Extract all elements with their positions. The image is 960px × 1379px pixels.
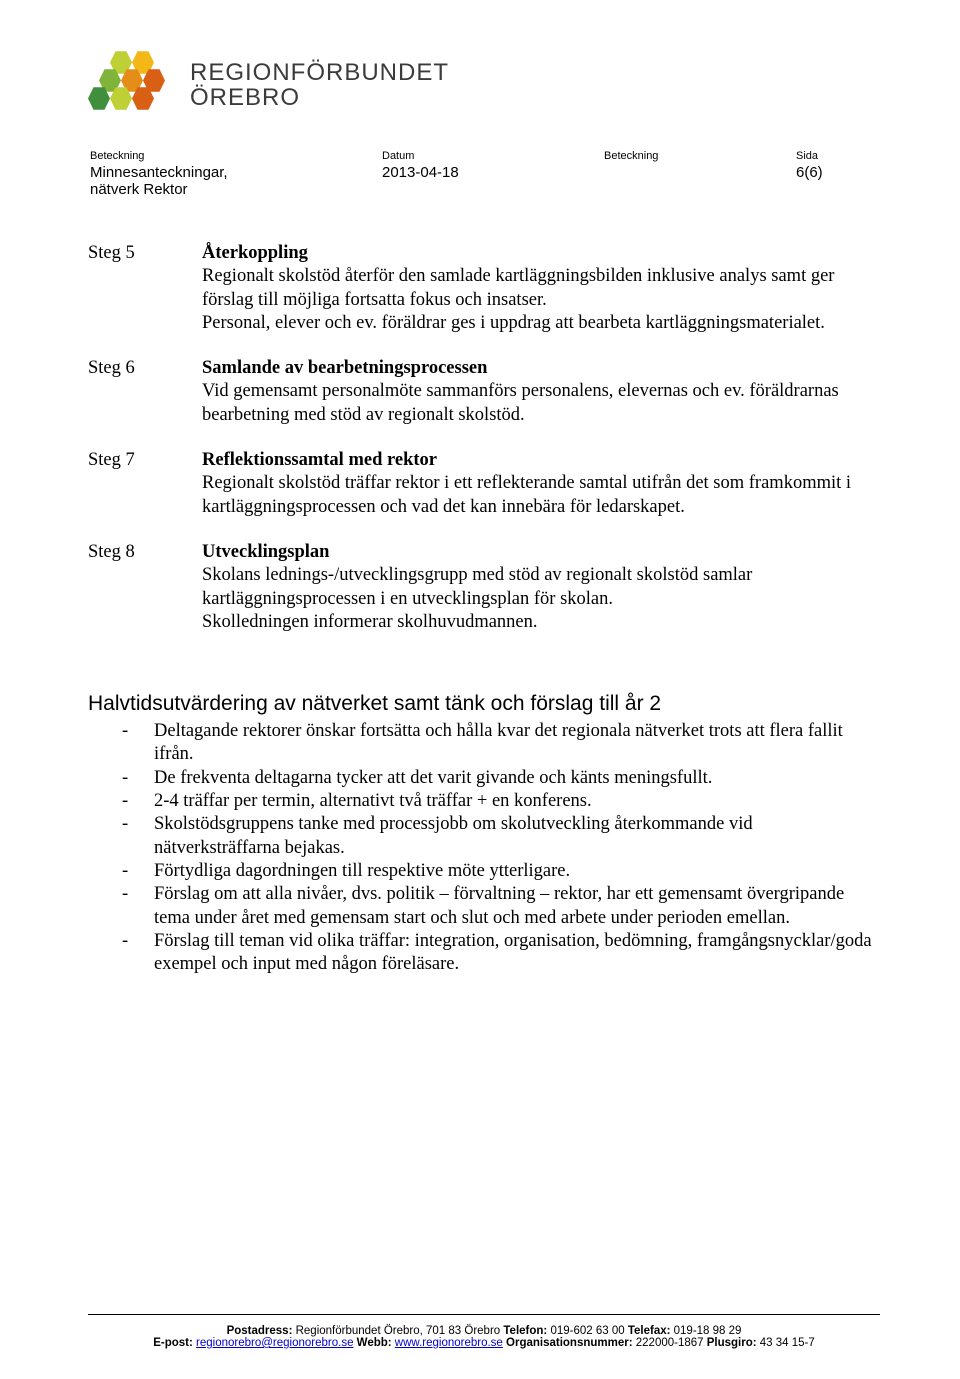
meta-label-sida: Sida [796,150,878,162]
bullet-dash-icon: - [122,813,154,860]
logo-hex-icon [88,50,176,120]
bullets-list: -Deltagande rektorer önskar fortsätta oc… [88,720,880,976]
step-body: UtvecklingsplanSkolans lednings-/utveckl… [202,541,880,634]
step-title: Återkoppling [202,242,880,265]
bullet-text: Förslag till teman vid olika träffar: in… [154,930,880,977]
bullet-text: Förslag om att alla nivåer, dvs. politik… [154,883,880,930]
step-title: Reflektionssamtal med rektor [202,449,880,472]
bullet-row: -2-4 träffar per termin, alternativt två… [88,790,880,813]
step-body: Samlande av bearbetningsprocessenVid gem… [202,357,880,427]
meta-label-beteckning2: Beteckning [604,150,794,162]
step-label: Steg 7 [88,449,202,519]
step-text: Regionalt skolstöd återför den samlade k… [202,265,880,312]
bullet-text: 2-4 träffar per termin, alternativt två … [154,790,880,813]
meta-val-beteckning2 [604,164,794,198]
bullet-dash-icon: - [122,930,154,977]
meta-label-beteckning: Beteckning [90,150,380,162]
meta-val-title: Minnesanteckningar, nätverk Rektor [90,164,380,198]
step-text: Skolledningen informerar skolhuvudmannen… [202,611,880,634]
logo-line-1: REGIONFÖRBUNDET [190,60,449,85]
step-row: Steg 7Reflektionssamtal med rektorRegion… [88,449,880,519]
meta-val-datum: 2013-04-18 [382,164,602,198]
meta-val-sida: 6(6) [796,164,878,198]
bullet-dash-icon: - [122,767,154,790]
step-text: Regionalt skolstöd träffar rektor i ett … [202,472,880,519]
step-label: Steg 6 [88,357,202,427]
steps-list: Steg 5ÅterkopplingRegionalt skolstöd åte… [88,242,880,634]
bullet-dash-icon: - [122,790,154,813]
bullet-row: -Skolstödsgruppens tanke med processjobb… [88,813,880,860]
footer-email-link[interactable]: regionorebro@regionorebro.se [196,1337,353,1349]
bullet-row: -Deltagande rektorer önskar fortsätta oc… [88,720,880,767]
step-title: Samlande av bearbetningsprocessen [202,357,880,380]
step-text: Personal, elever och ev. föräldrar ges i… [202,312,880,335]
bullet-dash-icon: - [122,883,154,930]
step-row: Steg 8UtvecklingsplanSkolans lednings-/u… [88,541,880,634]
document-meta: Beteckning Datum Beteckning Sida Minnesa… [88,148,880,200]
footer-rule [88,1314,880,1315]
meta-label-datum: Datum [382,150,602,162]
step-body: Reflektionssamtal med rektorRegionalt sk… [202,449,880,519]
step-row: Steg 5ÅterkopplingRegionalt skolstöd åte… [88,242,880,335]
section-heading: Halvtidsutvärdering av nätverket samt tä… [88,692,880,716]
page-footer: Postadress: Regionförbundet Örebro, 701 … [88,1314,880,1349]
bullet-row: -Förslag om att alla nivåer, dvs. politi… [88,883,880,930]
logo-line-2: ÖREBRO [190,85,449,110]
header-logo: REGIONFÖRBUNDET ÖREBRO [88,50,880,120]
bullet-row: -Förtydliga dagordningen till respektive… [88,860,880,883]
step-label: Steg 8 [88,541,202,634]
bullet-text: Skolstödsgruppens tanke med processjobb … [154,813,880,860]
step-row: Steg 6Samlande av bearbetningsprocessenV… [88,357,880,427]
bullet-dash-icon: - [122,860,154,883]
bullet-dash-icon: - [122,720,154,767]
footer-line-1: Postadress: Regionförbundet Örebro, 701 … [88,1325,880,1337]
bullet-row: -Förslag till teman vid olika träffar: i… [88,930,880,977]
bullet-text: De frekventa deltagarna tycker att det v… [154,767,880,790]
footer-line-2: E-post: regionorebro@regionorebro.se Web… [88,1337,880,1349]
logo-text: REGIONFÖRBUNDET ÖREBRO [190,60,449,110]
step-text: Skolans lednings-/utvecklingsgrupp med s… [202,564,880,611]
step-text: Vid gemensamt personalmöte sammanförs pe… [202,380,880,427]
bullet-text: Förtydliga dagordningen till respektive … [154,860,880,883]
step-label: Steg 5 [88,242,202,335]
step-body: ÅterkopplingRegionalt skolstöd återför d… [202,242,880,335]
footer-web-link[interactable]: www.regionorebro.se [395,1337,503,1349]
step-title: Utvecklingsplan [202,541,880,564]
bullet-text: Deltagande rektorer önskar fortsätta och… [154,720,880,767]
bullet-row: -De frekventa deltagarna tycker att det … [88,767,880,790]
